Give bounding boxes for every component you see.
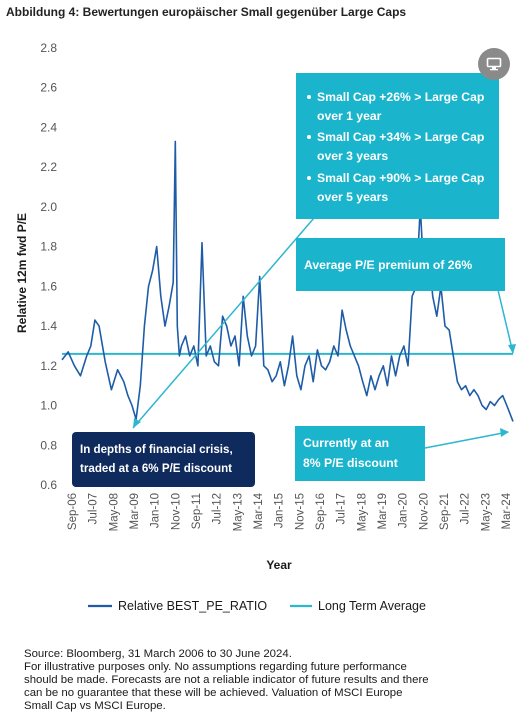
callout-top-text-2: Small Cap +34% > Large Cap over 3 years: [317, 130, 484, 163]
x-tick-label: Jan-15: [274, 493, 286, 528]
x-tick-label: Sep-11: [191, 493, 203, 529]
screen-icon: [486, 57, 502, 71]
y-tick-label: 1.4: [40, 319, 57, 333]
x-tick-label: Jul-07: [88, 493, 100, 524]
pointer-arrowhead-top: [133, 418, 141, 428]
legend: Relative BEST_PE_RATIO Long Term Average: [88, 599, 426, 613]
disclaimer-line: should be made. Forecasts are not a reli…: [24, 674, 429, 686]
source-notes: Source: Bloomberg, 31 March 2006 to 30 J…: [24, 648, 519, 713]
chart-canvas: 0.6 0.8 1.0 1.2 1.4 1.6 1.8 2.0 2.2 2.4 2.6 2.8 Sep…: [15, 41, 516, 613]
y-tick-label: 1.6: [40, 279, 57, 293]
x-axis-label: Year: [266, 558, 292, 572]
y-tick-label: 1.2: [40, 359, 57, 373]
x-tick-label: May-23: [480, 493, 492, 531]
y-axis-label: Relative 12m fwd P/E: [15, 213, 29, 333]
y-tick-label: 1.8: [40, 240, 57, 254]
x-tick-label: Jan-20: [398, 493, 410, 528]
x-tick-label: Sep-21: [439, 493, 451, 530]
callout-crisis-line-2: traded at a 6% P/E discount: [80, 462, 232, 475]
pointer-line-current: [424, 431, 509, 449]
pointer-arrowhead-premium: [508, 344, 516, 354]
x-tick-label: Sep-16: [315, 493, 327, 530]
x-tick-label: Nov-10: [170, 493, 182, 530]
y-tick-label: 1.0: [40, 399, 57, 413]
y-tick-label: 2.8: [40, 41, 57, 55]
x-tick-label: Mar-19: [377, 493, 389, 529]
y-tick-label: 0.6: [40, 478, 57, 492]
x-tick-label: Jul-17: [336, 493, 348, 524]
callout-current-line-1: Currently at an: [303, 436, 389, 450]
y-tick-label: 0.8: [40, 438, 57, 452]
x-tick-label: Jul-12: [212, 493, 224, 524]
x-tick-label: May-13: [232, 493, 244, 531]
y-tick-label: 2.6: [40, 81, 57, 95]
callout-top-text-3: Small Cap +90% > Large Cap over 5 years: [317, 171, 484, 204]
callout-crisis-line-1: In depths of financial crisis,: [80, 443, 233, 456]
legend-label-average: Long Term Average: [318, 599, 426, 613]
disclaimer-line: Small Cap vs MSCI Europe.: [24, 700, 166, 712]
y-tick-label: 2.4: [40, 120, 57, 134]
figure-title: Abbildung 4: Bewertungen europäischer Sm…: [6, 5, 407, 19]
callout-top-text-1: Small Cap +26% > Large Cap over 1 year: [317, 90, 484, 123]
callout-current: Currently at an 8% P/E discount: [295, 426, 425, 481]
series-line-relative-pe: [61, 140, 514, 422]
x-tick-label: May-08: [108, 493, 120, 531]
y-axis-ticks: 0.6 0.8 1.0 1.2 1.4 1.6 1.8 2.0 2.2 2.4 2.6 2.8: [40, 41, 57, 492]
x-tick-label: Nov-20: [418, 493, 430, 530]
y-tick-label: 2.2: [40, 160, 57, 174]
x-tick-label: Mar-09: [129, 493, 141, 529]
pointer-line-premium: [497, 289, 514, 354]
x-tick-label: Nov-15: [294, 493, 306, 530]
display-toggle-button[interactable]: [478, 48, 510, 80]
callout-top: Small Cap +26% > Large Cap over 1 year Sm…: [296, 73, 499, 219]
x-tick-label: Jul-22: [460, 493, 472, 524]
legend-label-relative-pe: Relative BEST_PE_RATIO: [118, 599, 267, 613]
disclaimer-line: For illustrative purposes only. No assum…: [24, 661, 407, 673]
x-tick-label: Jan-10: [150, 493, 162, 528]
x-tick-label: Sep-06: [67, 493, 79, 530]
callout-current-line-2: 8% P/E discount: [303, 456, 398, 470]
callout-premium: Average P/E premium of 26%: [296, 238, 505, 291]
source-line: Source: Bloomberg, 31 March 2006 to 30 J…: [24, 648, 292, 660]
callout-premium-text: Average P/E premium of 26%: [304, 258, 472, 272]
x-tick-label: Mar-24: [501, 492, 513, 529]
pointer-line-top: [132, 195, 334, 429]
x-tick-label: May-18: [356, 493, 368, 531]
pointer-arrowhead-current: [500, 428, 509, 437]
disclaimer-line: can be no guarantee that these will be a…: [24, 687, 403, 699]
callout-crisis: In depths of financial crisis, traded at…: [72, 432, 255, 487]
y-tick-label: 2.0: [40, 200, 57, 214]
x-axis-ticks: Sep-06 Jul-07 May-08 Mar-09 Jan-10 Nov-10 Sep-…: [67, 492, 513, 531]
x-tick-label: Mar-14: [253, 492, 265, 529]
